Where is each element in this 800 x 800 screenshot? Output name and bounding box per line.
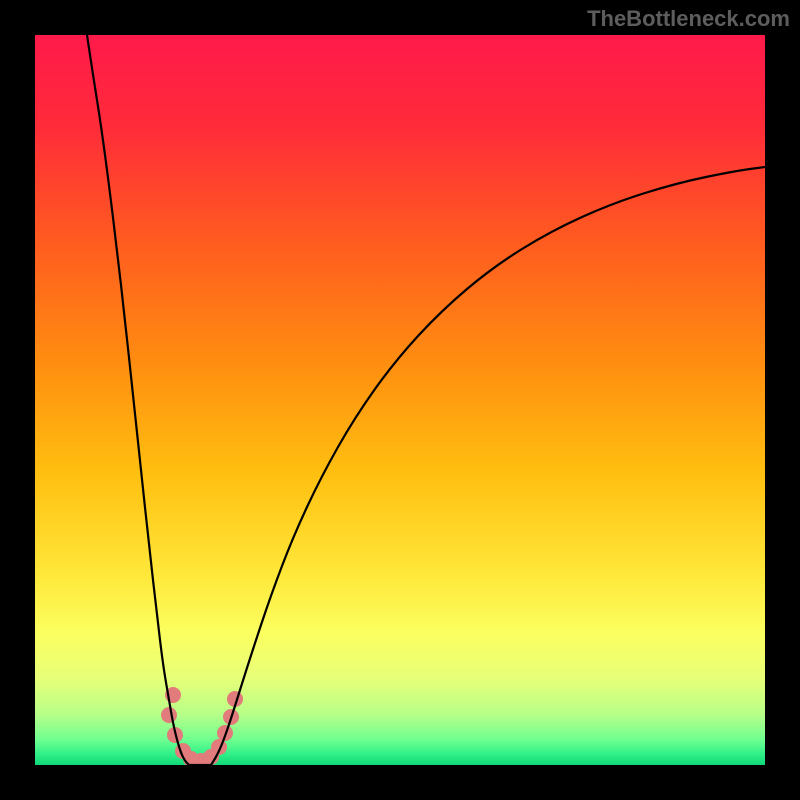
watermark-text: TheBottleneck.com xyxy=(587,6,790,32)
curves-layer xyxy=(35,35,765,765)
curve-left-branch xyxy=(87,35,189,765)
valley-marker-dot xyxy=(161,707,177,723)
curve-right-branch xyxy=(211,167,765,765)
plot-area xyxy=(35,35,765,765)
